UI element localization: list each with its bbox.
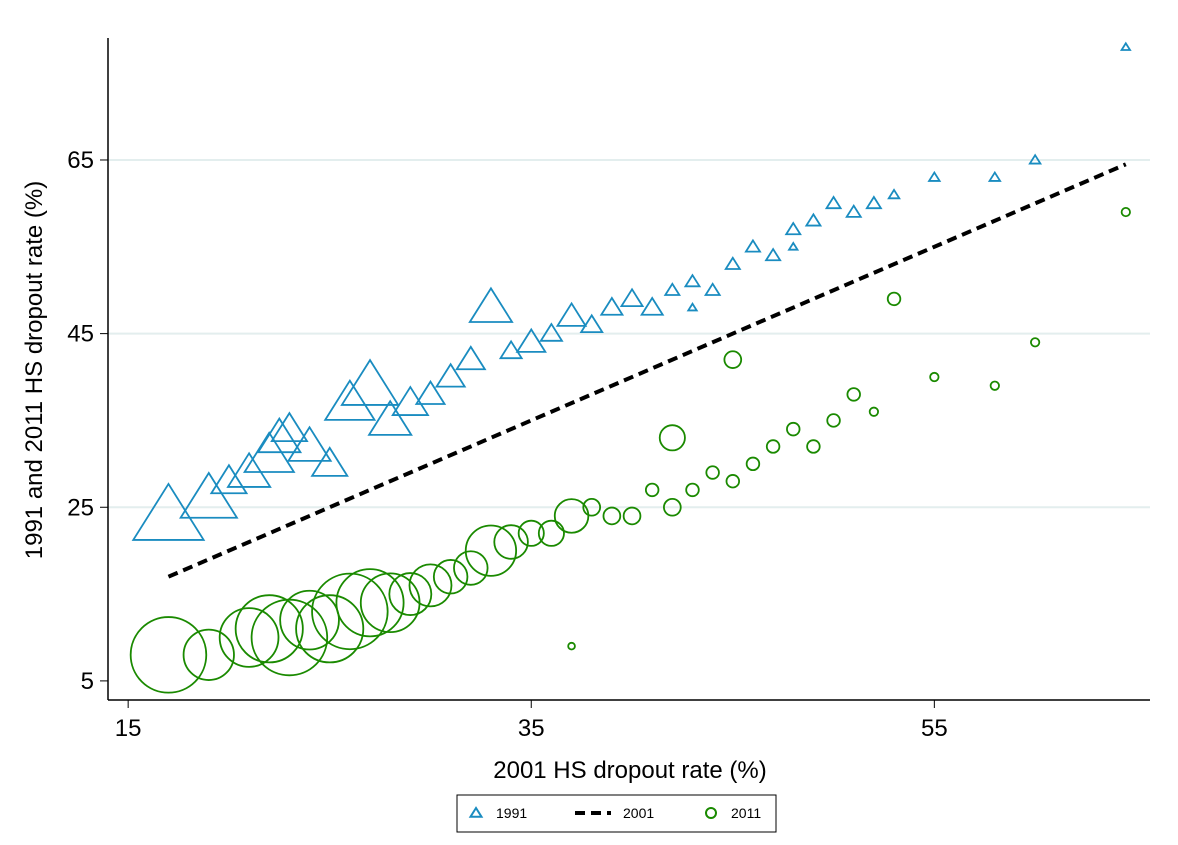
triangle-marker (724, 256, 742, 270)
circle-marker (279, 589, 340, 651)
circle-marker (644, 482, 660, 498)
triangle-marker (787, 241, 800, 251)
triangle-marker (555, 301, 588, 327)
triangle-marker (178, 471, 239, 519)
triangle-marker (824, 195, 843, 210)
triangle-marker (414, 379, 447, 405)
circle-marker (453, 550, 489, 586)
triangle-marker (498, 339, 524, 360)
circle-marker (311, 572, 389, 651)
triangle-marker (579, 313, 604, 334)
circle-marker (663, 497, 682, 517)
triangle-marker (256, 416, 303, 454)
circle-marker (868, 406, 879, 417)
legend-label: 2001 (623, 805, 654, 821)
triangle-marker (515, 327, 547, 353)
circle-marker (388, 572, 433, 616)
triangle-marker (323, 378, 377, 421)
circle-marker (929, 371, 940, 383)
circle-marker (658, 424, 686, 452)
circle-marker (765, 439, 781, 454)
triangle-marker (599, 296, 625, 316)
circle-marker (537, 519, 565, 547)
x-axis-title: 2001 HS dropout rate (%) (493, 757, 766, 784)
legend-label: 2011 (731, 805, 761, 821)
triangle-marker (468, 286, 514, 323)
legend-symbol (468, 806, 484, 818)
circle-marker (1030, 337, 1041, 348)
triangle-marker (845, 203, 863, 218)
legend-label: 1991 (496, 805, 527, 821)
triangle-marker (270, 411, 309, 443)
circle-marker (705, 465, 720, 480)
x-tick-label: 15 (115, 715, 142, 742)
triangle-marker (987, 170, 1002, 182)
circle-marker (218, 607, 280, 668)
circle-marker (826, 413, 841, 428)
circle-marker (432, 559, 469, 595)
circle-marker (295, 594, 365, 664)
triangle-marker (209, 463, 249, 495)
triangle-marker (764, 247, 782, 262)
triangle-marker (784, 221, 802, 236)
y-tick-label: 65 (67, 147, 94, 174)
triangle-marker (686, 302, 699, 312)
circle-marker (129, 616, 208, 694)
circle-marker (786, 421, 801, 437)
triangle-marker (865, 195, 883, 210)
legend-symbol (705, 807, 717, 819)
circle-marker (622, 506, 642, 526)
triangle-marker (619, 287, 645, 307)
triangle-marker (683, 273, 702, 288)
triangle-marker (310, 446, 349, 477)
circle-marker (234, 594, 304, 664)
circle-marker (182, 628, 235, 681)
triangle-marker (340, 358, 400, 406)
circle-marker (806, 439, 821, 454)
triangle-marker (367, 399, 413, 436)
circle-marker (493, 524, 529, 560)
circle-marker (846, 387, 861, 402)
triangle-marker (131, 482, 206, 541)
circle-marker (685, 482, 700, 498)
circle-marker (723, 350, 743, 369)
triangle-marker (1028, 153, 1043, 165)
y-axis-title: 1991 and 2011 HS dropout rate (%) (21, 181, 48, 559)
triangle-marker (663, 282, 682, 296)
triangle-marker (539, 322, 564, 342)
circle-marker (517, 519, 545, 547)
circle-marker (725, 474, 740, 489)
circle-marker (335, 568, 405, 638)
triangle-marker (1119, 41, 1132, 51)
triangle-marker (455, 345, 487, 371)
triangle-marker (286, 425, 333, 462)
triangle-marker (226, 451, 272, 488)
circle-marker (1120, 206, 1131, 218)
circle-marker (989, 380, 1000, 391)
triangle-marker (744, 238, 762, 253)
y-tick-label: 25 (67, 494, 94, 521)
legend-box (456, 794, 777, 833)
line (167, 162, 1127, 579)
circle-marker (602, 506, 622, 526)
triangle-marker (703, 282, 722, 296)
triangle-marker (887, 188, 901, 200)
triangle-marker (434, 362, 467, 388)
triangle-marker (927, 170, 942, 182)
triangle-marker (804, 212, 823, 227)
x-tick-label: 35 (518, 715, 545, 742)
circle-marker (567, 641, 576, 651)
circle-marker (582, 497, 602, 517)
triangle-marker (639, 296, 665, 316)
circle-marker (408, 563, 453, 608)
circle-marker (553, 498, 590, 534)
y-tick-label: 5 (81, 668, 94, 695)
y-tick-label: 45 (67, 321, 94, 348)
circle-marker (745, 456, 761, 472)
circle-marker (886, 291, 902, 307)
x-tick-label: 55 (921, 715, 948, 742)
circle-marker (464, 524, 518, 577)
